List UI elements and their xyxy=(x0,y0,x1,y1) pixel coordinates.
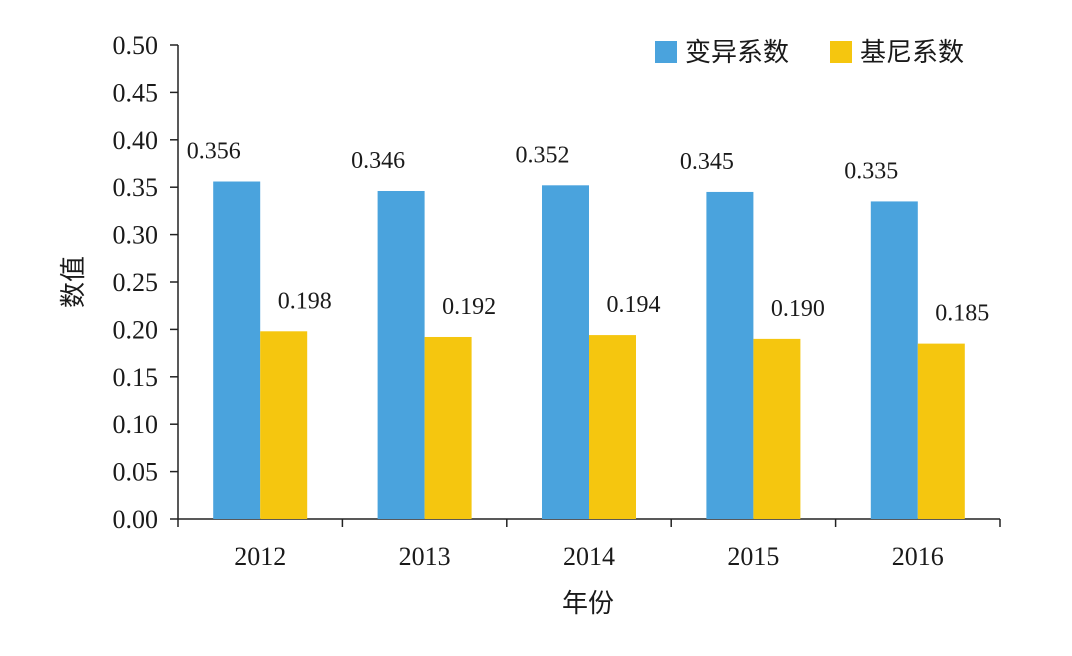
data-label: 0.345 xyxy=(680,149,734,175)
x-axis: 2012 2013 2014 2015 2016 xyxy=(177,518,1001,571)
bar-gini-coefficient xyxy=(424,336,472,519)
data-label: 0.192 xyxy=(442,294,496,320)
x-axis-title: 年份 xyxy=(562,589,614,619)
bar-coefficient-of-variation xyxy=(377,190,425,519)
x-tick-label: 2013 xyxy=(399,542,451,571)
bars xyxy=(213,181,965,520)
legend-label: 变异系数 xyxy=(685,38,789,68)
legend-item-gini-coefficient: 基尼系数 xyxy=(830,38,964,68)
data-label: 0.335 xyxy=(844,158,898,184)
legend-swatch xyxy=(655,41,677,63)
bar-gini-coefficient xyxy=(260,331,308,519)
y-tick-label: 0.35 xyxy=(113,173,159,202)
y-tick-label: 0.25 xyxy=(113,268,159,297)
data-label: 0.346 xyxy=(351,148,405,174)
y-tick-label: 0.15 xyxy=(113,363,159,392)
y-tick-label: 0.05 xyxy=(113,458,159,487)
bar-gini-coefficient xyxy=(753,338,801,519)
x-tick-label: 2016 xyxy=(892,542,944,571)
legend-label: 基尼系数 xyxy=(860,38,964,68)
y-tick-label: 0.00 xyxy=(113,505,159,534)
y-axis-title: 数值 xyxy=(59,256,89,308)
data-label: 0.190 xyxy=(771,296,825,322)
x-tick-label: 2015 xyxy=(727,542,779,571)
legend-item-coefficient-of-variation: 变异系数 xyxy=(655,38,789,68)
bar-coefficient-of-variation xyxy=(542,185,589,519)
data-label: 0.352 xyxy=(516,142,570,168)
legend-swatch xyxy=(830,41,852,63)
y-tick-label: 0.20 xyxy=(113,315,159,344)
y-tick-label: 0.45 xyxy=(113,78,159,107)
data-labels: 0.356 0.198 0.346 0.192 0.352 0.194 0.345 0.190… xyxy=(187,139,990,327)
bar-coefficient-of-variation xyxy=(706,191,754,519)
x-tick-label: 2014 xyxy=(563,542,615,571)
y-tick-label: 0.50 xyxy=(113,31,159,60)
y-tick-label: 0.30 xyxy=(113,221,159,250)
data-label: 0.356 xyxy=(187,139,241,165)
bar-coefficient-of-variation xyxy=(870,201,918,520)
legend: 变异系数 基尼系数 xyxy=(655,38,964,68)
y-tick-label: 0.40 xyxy=(113,126,159,155)
data-label: 0.198 xyxy=(278,288,332,314)
x-tick-label: 2012 xyxy=(234,542,286,571)
data-label: 0.185 xyxy=(935,301,989,327)
y-tick-label: 0.10 xyxy=(113,410,159,439)
bar-gini-coefficient xyxy=(917,343,965,519)
bar-gini-coefficient xyxy=(589,335,636,519)
y-axis: 0.00 0.05 0.10 0.15 0.20 0.25 0.30 0.35 0.40 0.45… xyxy=(113,31,179,534)
bar-coefficient-of-variation xyxy=(213,181,261,519)
data-label: 0.194 xyxy=(607,292,661,318)
